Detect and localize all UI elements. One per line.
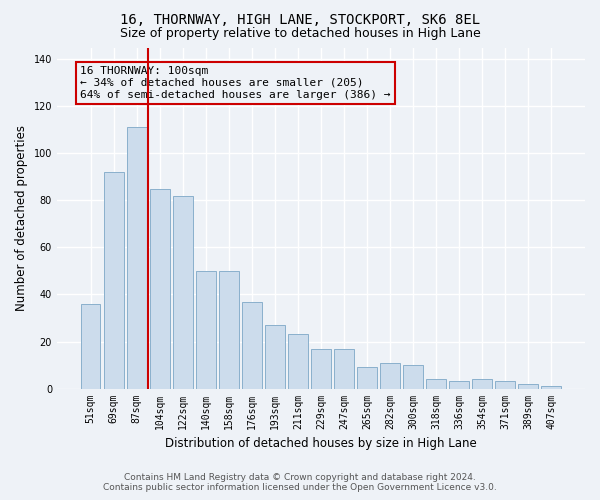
Y-axis label: Number of detached properties: Number of detached properties <box>15 125 28 311</box>
Bar <box>265 325 284 388</box>
Text: Size of property relative to detached houses in High Lane: Size of property relative to detached ho… <box>119 28 481 40</box>
Bar <box>426 379 446 388</box>
Bar <box>127 128 146 388</box>
Bar <box>496 382 515 388</box>
Bar <box>357 368 377 388</box>
Bar <box>380 362 400 388</box>
Bar <box>288 334 308 388</box>
Text: 16 THORNWAY: 100sqm
← 34% of detached houses are smaller (205)
64% of semi-detac: 16 THORNWAY: 100sqm ← 34% of detached ho… <box>80 66 391 100</box>
Bar <box>541 386 561 388</box>
Text: 16, THORNWAY, HIGH LANE, STOCKPORT, SK6 8EL: 16, THORNWAY, HIGH LANE, STOCKPORT, SK6 … <box>120 12 480 26</box>
Bar <box>311 348 331 389</box>
Bar <box>403 365 423 388</box>
Text: Contains HM Land Registry data © Crown copyright and database right 2024.
Contai: Contains HM Land Registry data © Crown c… <box>103 473 497 492</box>
Bar <box>104 172 124 388</box>
Bar <box>81 304 100 388</box>
X-axis label: Distribution of detached houses by size in High Lane: Distribution of detached houses by size … <box>165 437 477 450</box>
Bar <box>449 382 469 388</box>
Bar <box>173 196 193 388</box>
Bar <box>334 348 354 389</box>
Bar <box>219 271 239 388</box>
Bar <box>150 188 170 388</box>
Bar <box>518 384 538 388</box>
Bar <box>196 271 215 388</box>
Bar <box>242 302 262 388</box>
Bar <box>472 379 492 388</box>
